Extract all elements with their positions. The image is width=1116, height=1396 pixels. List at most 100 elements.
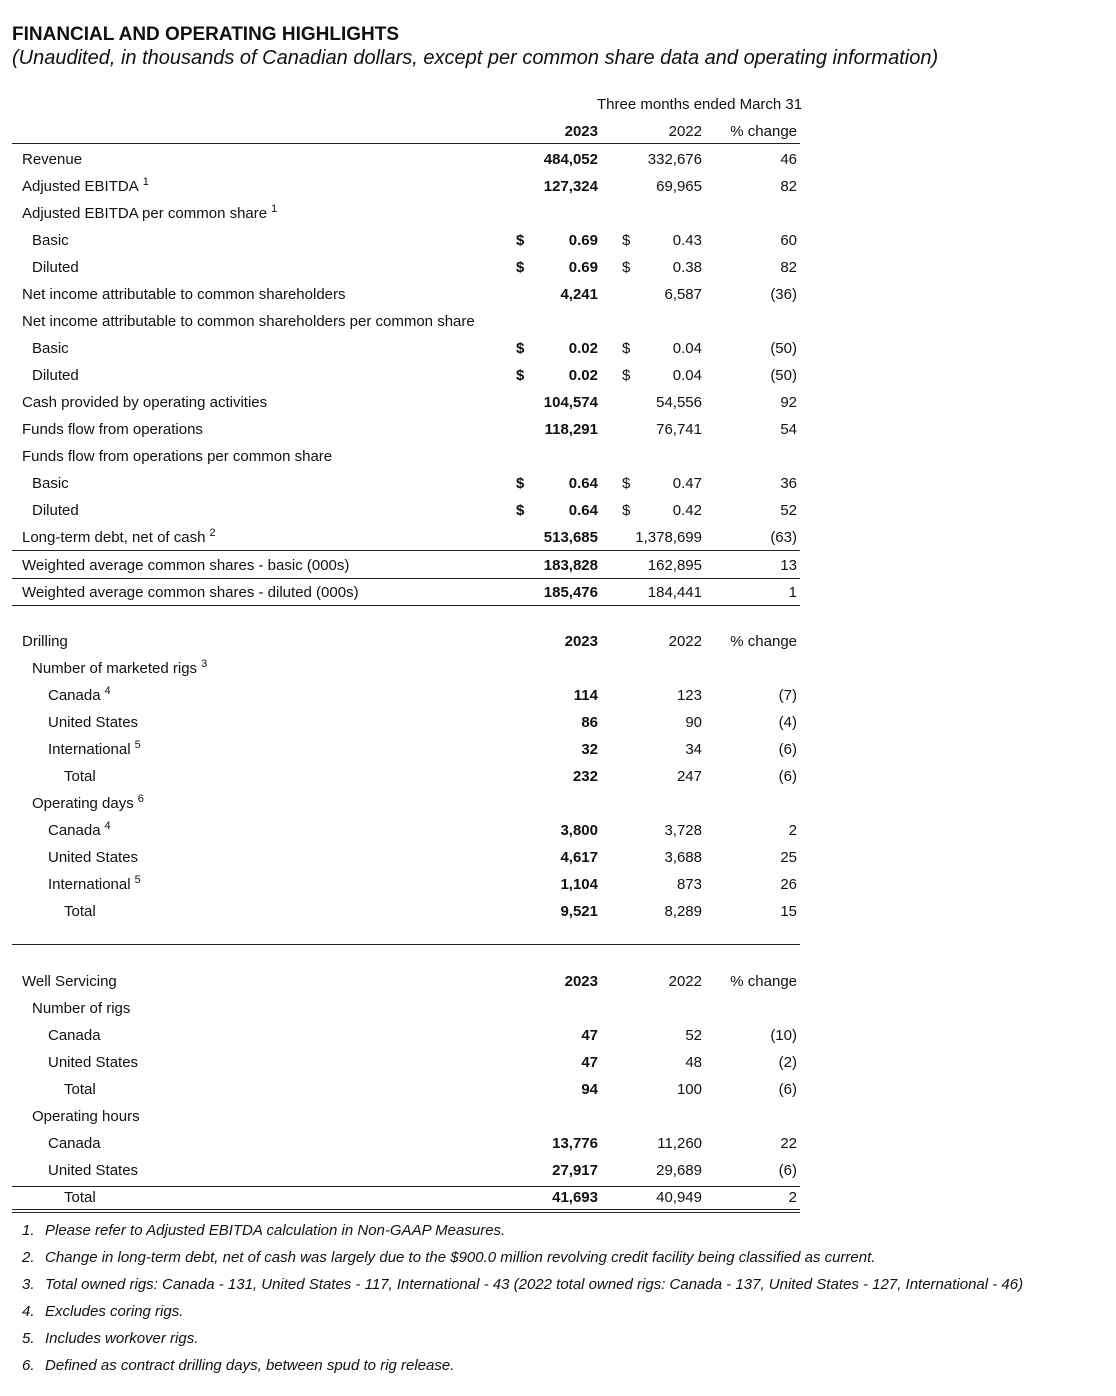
row-label: Canada bbox=[48, 1027, 101, 1044]
change: 26 bbox=[780, 876, 797, 893]
footnote-text: Includes workover rigs. bbox=[45, 1330, 199, 1347]
value-2023: 94 bbox=[581, 1081, 598, 1098]
footnote-text: Excludes coring rigs. bbox=[45, 1303, 184, 1320]
row-label: Adjusted EBITDA 1 bbox=[22, 176, 149, 195]
column-header: % change bbox=[730, 973, 797, 990]
row-label: Basic bbox=[32, 232, 69, 249]
currency: $ bbox=[622, 232, 631, 249]
row-label: Total bbox=[64, 1081, 96, 1098]
value-2023: 104,574 bbox=[543, 394, 598, 411]
column-header: 2022 bbox=[668, 633, 702, 650]
change: 1 bbox=[788, 584, 797, 601]
change: 13 bbox=[780, 557, 797, 574]
row-label: Funds flow from operations bbox=[22, 421, 203, 438]
currency: $ bbox=[516, 232, 525, 249]
change: (50) bbox=[770, 340, 797, 357]
subtitle: (Unaudited, in thousands of Canadian dol… bbox=[12, 47, 939, 69]
row-label: United States bbox=[48, 849, 139, 866]
row-label: Diluted bbox=[32, 367, 79, 384]
value-2022: 8,289 bbox=[664, 903, 702, 920]
row-label: Diluted bbox=[32, 259, 79, 276]
value-2023: 9,521 bbox=[560, 903, 598, 920]
rule bbox=[12, 550, 800, 551]
currency: $ bbox=[622, 259, 631, 276]
value-2022: 54,556 bbox=[656, 394, 702, 411]
row-label: Canada bbox=[48, 1135, 101, 1152]
value-2022: 29,689 bbox=[656, 1162, 702, 1179]
footnote-number: 4. bbox=[22, 1303, 35, 1320]
change: (6) bbox=[778, 741, 797, 758]
value-2022: 11,260 bbox=[657, 1135, 702, 1152]
change: 82 bbox=[780, 259, 797, 276]
value-2023: 13,776 bbox=[552, 1135, 598, 1152]
value-2022: 3,688 bbox=[664, 849, 702, 866]
value-2022: 6,587 bbox=[664, 286, 702, 303]
rule bbox=[12, 143, 800, 144]
change: 60 bbox=[780, 232, 797, 249]
value-2023: 513,685 bbox=[543, 529, 598, 546]
change: (50) bbox=[770, 367, 797, 384]
footnote-number: 2. bbox=[22, 1249, 35, 1266]
value-2022: 76,741 bbox=[656, 421, 702, 438]
value-2022: 34 bbox=[685, 741, 702, 758]
currency: $ bbox=[516, 259, 525, 276]
footnote-number: 1. bbox=[22, 1222, 35, 1239]
footnote-ref: 4 bbox=[104, 685, 111, 697]
currency: $ bbox=[622, 340, 631, 357]
footnote-text: Change in long-term debt, net of cash wa… bbox=[45, 1249, 876, 1266]
change: (6) bbox=[778, 1162, 797, 1179]
value-2023: 41,693 bbox=[552, 1189, 598, 1206]
value-2022: 0.42 bbox=[672, 502, 702, 519]
value-2023: 47 bbox=[581, 1027, 598, 1044]
value-2022: 3,728 bbox=[664, 822, 702, 839]
row-label: United States bbox=[48, 1054, 139, 1071]
column-header: 2023 bbox=[564, 973, 598, 990]
change: 92 bbox=[780, 394, 797, 411]
rule bbox=[12, 1209, 800, 1210]
value-2023: 114 bbox=[573, 687, 598, 704]
row-label: Total bbox=[64, 1189, 96, 1206]
row-label: Net income attributable to common shareh… bbox=[22, 313, 475, 330]
value-2023: 118,291 bbox=[544, 421, 598, 438]
rule bbox=[12, 944, 800, 945]
footnote-text: Defined as contract drilling days, betwe… bbox=[45, 1357, 455, 1374]
currency: $ bbox=[516, 502, 525, 519]
row-label: Basic bbox=[32, 340, 69, 357]
change: 54 bbox=[780, 421, 797, 438]
rule bbox=[12, 1212, 800, 1213]
value-2023: 484,052 bbox=[543, 151, 598, 168]
footnote-number: 5. bbox=[22, 1330, 35, 1347]
value-2023: 183,828 bbox=[543, 557, 598, 574]
rule bbox=[12, 605, 800, 606]
value-2022: 48 bbox=[685, 1054, 702, 1071]
value-2023: 4,617 bbox=[560, 849, 598, 866]
row-label: Operating days 6 bbox=[32, 793, 144, 812]
value-2022: 40,949 bbox=[656, 1189, 702, 1206]
footnote-text: Please refer to Adjusted EBITDA calculat… bbox=[45, 1222, 506, 1239]
footnote-ref: 6 bbox=[137, 793, 144, 805]
value-2022: 123 bbox=[676, 687, 702, 704]
row-label: Basic bbox=[32, 475, 69, 492]
footnote-ref: 5 bbox=[134, 874, 141, 886]
change: 46 bbox=[780, 151, 797, 168]
value-2022: 1,378,699 bbox=[635, 529, 702, 546]
period-header: Three months ended March 31 bbox=[597, 96, 803, 113]
row-label: United States bbox=[48, 1162, 139, 1179]
footnote-ref: 1 bbox=[271, 203, 278, 215]
value-2022: 0.04 bbox=[672, 340, 702, 357]
value-2022: 90 bbox=[685, 714, 702, 731]
value-2023: 3,800 bbox=[560, 822, 598, 839]
row-label: Number of rigs bbox=[32, 1000, 131, 1017]
column-header: 2022 bbox=[668, 973, 702, 990]
currency: $ bbox=[622, 502, 631, 519]
currency: $ bbox=[622, 367, 631, 384]
value-2023: 0.64 bbox=[568, 475, 598, 492]
footnote-ref: 5 bbox=[134, 739, 141, 751]
change: (36) bbox=[770, 286, 797, 303]
value-2023: 1,104 bbox=[560, 876, 598, 893]
change: 25 bbox=[780, 849, 797, 866]
column-header: 2022 bbox=[668, 123, 702, 140]
rule bbox=[12, 1186, 800, 1187]
value-2023: 127,324 bbox=[543, 178, 598, 195]
